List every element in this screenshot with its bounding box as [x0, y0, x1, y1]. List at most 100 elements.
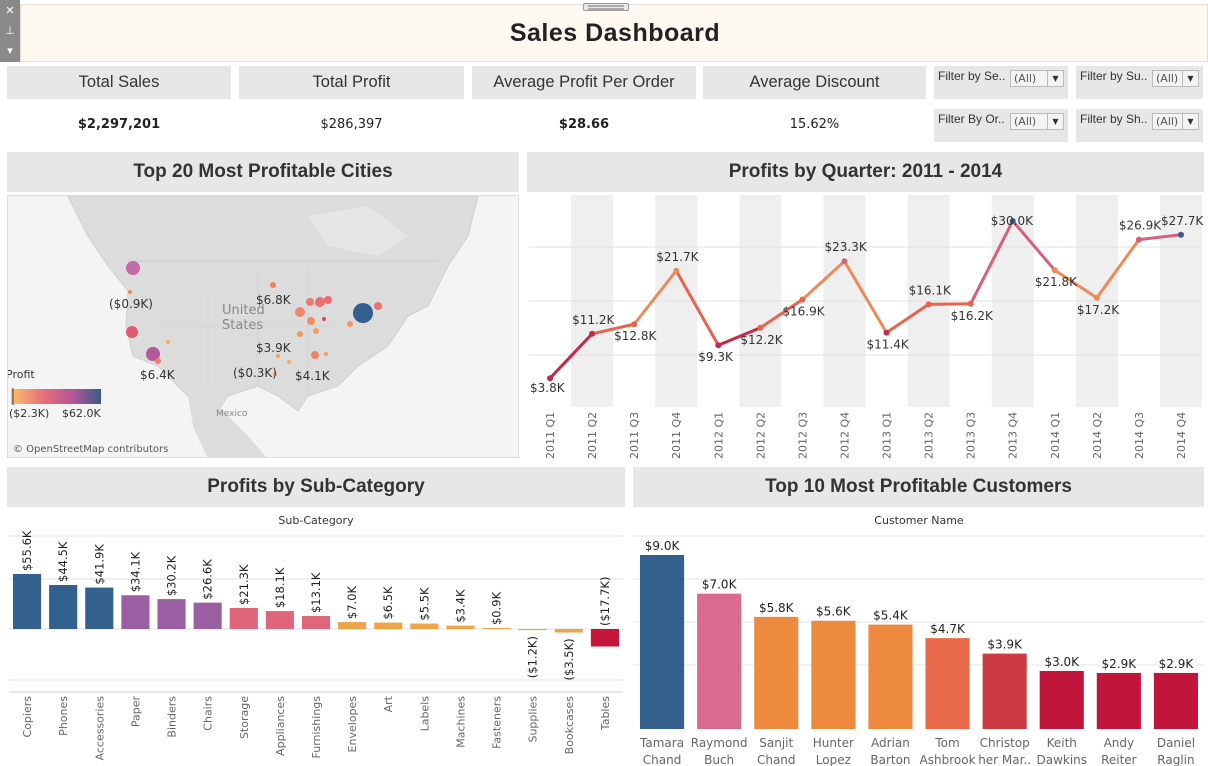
city-bubble[interactable]	[322, 317, 326, 321]
filter-subcategory-label: Filter by Su..	[1080, 69, 1148, 83]
line-segment	[1095, 238, 1141, 300]
toolbar-strip: ✕ ⊥ ▾	[0, 0, 20, 62]
bar-label: $7.0K	[702, 578, 738, 592]
city-bubble[interactable]	[297, 331, 303, 337]
filter-subcategory-select[interactable]: (All) ▼	[1152, 70, 1199, 87]
x-tick-label: Tables	[599, 696, 612, 731]
x-tick-label: Fasteners	[491, 696, 504, 749]
kpi-avg-discount-label: Average Discount	[703, 66, 926, 99]
x-tick-label: her Mar..	[978, 753, 1031, 766]
chevron-down-icon[interactable]: ▼	[1047, 114, 1063, 129]
x-tick-label: Tamara	[639, 736, 684, 750]
filter-subcategory: Filter by Su.. (All) ▼	[1076, 66, 1203, 99]
x-tick-label: Tom	[934, 736, 959, 750]
x-tick-label: Dawkins	[1036, 753, 1087, 766]
line-segment	[632, 269, 678, 326]
chevron-down-icon[interactable]: ▼	[1182, 71, 1198, 86]
bar	[518, 629, 547, 631]
city-bubble[interactable]	[347, 321, 353, 327]
filter-ship-value: (All)	[1156, 115, 1179, 128]
city-bubble[interactable]	[311, 351, 319, 359]
x-tick-label: Adrian	[871, 736, 910, 750]
bar-label: $44.5K	[56, 541, 70, 582]
bar	[193, 602, 222, 629]
filter-segment: Filter by Se.. (All) ▼	[934, 66, 1068, 99]
filter-order-label: Filter By Or..	[938, 112, 1005, 126]
city-bubble[interactable]	[126, 326, 138, 338]
x-tick-label: 2013 Q2	[923, 412, 936, 459]
city-bubble[interactable]	[324, 296, 332, 304]
x-tick-label: Chand	[643, 753, 682, 766]
city-bubble[interactable]	[126, 261, 140, 275]
x-tick-label: 2013 Q1	[881, 412, 894, 459]
x-tick-label: Buch	[704, 753, 734, 766]
city-label: $4.1K	[295, 369, 331, 383]
city-bubble[interactable]	[155, 358, 161, 364]
map-attribution: © OpenStreetMap contributors	[13, 444, 168, 455]
city-bubble[interactable]	[273, 372, 277, 376]
x-tick-label: 2014 Q1	[1049, 412, 1062, 459]
data-label: $21.8K	[1035, 275, 1078, 289]
page-title: Sales Dashboard	[509, 19, 721, 47]
line-segment	[842, 259, 889, 335]
filter-order-value: (All)	[1014, 115, 1037, 128]
x-tick-label: Envelopes	[346, 696, 359, 753]
chevron-down-icon[interactable]: ▼	[1047, 71, 1063, 86]
filter-ship-select[interactable]: (All) ▼	[1152, 113, 1199, 130]
city-bubble[interactable]	[270, 282, 276, 288]
customer-bar-chart[interactable]: Customer Name $9.0K Tamara Chand $7.0K Raymon…	[633, 510, 1204, 766]
bar	[265, 611, 294, 629]
bar-label: ($1.2K)	[526, 636, 540, 678]
x-tick-label: Raymond	[691, 736, 748, 750]
pin-icon[interactable]: ⊥	[5, 24, 15, 37]
bar	[811, 620, 856, 729]
bar-label: ($17.7K)	[598, 577, 612, 626]
x-tick-label: Appliances	[274, 696, 287, 756]
x-tick-label: Phones	[57, 696, 70, 736]
city-bubble[interactable]	[146, 347, 160, 361]
city-bubble[interactable]	[295, 307, 305, 317]
bar-label: $9.0K	[645, 539, 681, 553]
close-icon[interactable]: ✕	[5, 4, 15, 17]
city-bubble[interactable]	[315, 297, 325, 307]
subcategory-bar-chart[interactable]: Sub-Category $55.6K Copiers $44.5K Phones $41…	[7, 510, 625, 766]
city-bubble[interactable]	[166, 340, 170, 344]
city-bubble[interactable]	[307, 317, 315, 325]
city-bubble[interactable]	[287, 360, 291, 364]
dropdown-arrow-icon[interactable]: ▾	[7, 44, 13, 57]
filter-segment-select[interactable]: (All) ▼	[1010, 70, 1064, 87]
city-label: ($0.9K)	[109, 297, 153, 311]
subcategory-chart-title: Profits by Sub-Category	[7, 467, 625, 507]
quarter-line-chart[interactable]: $3.8K $11.2K $12.8K $21.7K $9.3K $12.2K $16.9K…	[527, 195, 1204, 463]
city-bubble[interactable]	[353, 303, 373, 323]
city-label: $6.8K	[256, 293, 292, 307]
bar	[754, 616, 799, 729]
city-bubble[interactable]	[313, 328, 319, 334]
x-tick-label: Keith	[1047, 736, 1077, 750]
city-bubble[interactable]	[128, 290, 132, 294]
city-bubble[interactable]	[374, 302, 382, 310]
bar-label: $55.6K	[20, 530, 34, 571]
kpi-total-sales-value: $2,297,201	[77, 117, 161, 132]
line-point	[1009, 218, 1016, 224]
drag-handle[interactable]	[583, 3, 629, 11]
bar	[1039, 671, 1084, 729]
line-segment	[885, 302, 931, 335]
chevron-down-icon[interactable]: ▼	[1182, 114, 1198, 129]
line-point	[1093, 294, 1100, 301]
x-tick-label: Paper	[129, 696, 142, 728]
city-bubble[interactable]	[306, 298, 314, 306]
bar-label: $7.0K	[345, 585, 359, 619]
city-map[interactable]: ($0.9K) $6.8K $3.9K ($0.3K) $4.1K $6.4K …	[7, 195, 519, 458]
bar-label: $5.5K	[417, 587, 431, 621]
data-label: $11.4K	[867, 338, 910, 352]
data-label: $16.2K	[951, 309, 994, 323]
filter-order-select[interactable]: (All) ▼	[1010, 113, 1064, 130]
data-label: $12.2K	[740, 333, 783, 347]
filter-ship: Filter by Sh.. (All) ▼	[1076, 109, 1203, 142]
map-title: Top 20 Most Profitable Cities	[7, 152, 519, 192]
data-label: $17.2K	[1077, 303, 1120, 317]
city-bubble[interactable]	[324, 352, 328, 356]
city-bubble[interactable]	[276, 354, 280, 358]
line-point	[1135, 236, 1142, 243]
